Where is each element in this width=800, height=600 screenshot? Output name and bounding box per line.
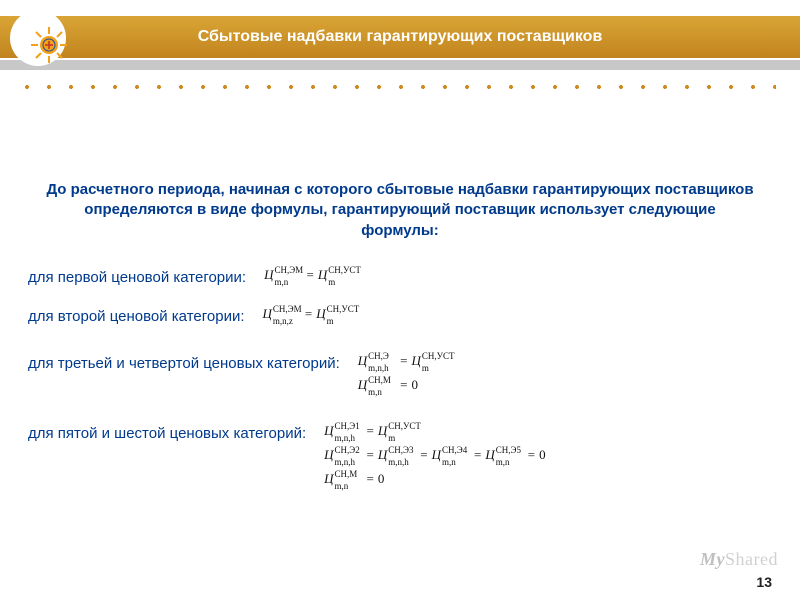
slide-content: До расчетного периода, начиная с которог… [0, 68, 800, 489]
category-label: для второй ценовой категории: [28, 306, 245, 325]
header-gray-bar [0, 60, 800, 70]
category-label: для пятой и шестой ценовых категорий: [28, 423, 306, 442]
category-label: для первой ценовой категории: [28, 267, 246, 286]
company-logo-icon [28, 24, 70, 66]
watermark: MyShared [700, 549, 778, 570]
formula: ЦСН,ЭМm,n,z=ЦСН,УСТm [263, 306, 358, 324]
header-gold-bar: Сбытовые надбавки гарантирующих поставщи… [0, 16, 800, 58]
formula: ЦСН,Эm,n,h=ЦСН,УСТm [358, 353, 453, 371]
header-dots-row [24, 84, 776, 90]
watermark-prefix: My [700, 549, 725, 569]
formula: ЦСН,Э2m,n,h=ЦСН,Э3m,n,h=ЦСН,Э4m,n=ЦСН,Э5… [324, 447, 545, 465]
formula: ЦСН,Э1m,n,h=ЦСН,УСТm [324, 423, 545, 441]
category-label: для третьей и четвертой ценовых категори… [28, 353, 340, 372]
formula-rows: для первой ценовой категории: ЦСН,ЭМm,n=… [28, 267, 772, 489]
formula-stack: ЦСН,Эm,n,h=ЦСН,УСТm ЦСН,Мm,n=0 [358, 353, 453, 395]
slide-header: Сбытовые надбавки гарантирующих поставщи… [0, 0, 800, 68]
logo-badge [10, 10, 66, 66]
formula-stack: ЦСН,ЭМm,n=ЦСН,УСТm [264, 267, 359, 285]
formula-stack: ЦСН,Э1m,n,h=ЦСН,УСТm ЦСН,Э2m,n,h=ЦСН,Э3m,… [324, 423, 545, 489]
page-number: 13 [756, 574, 772, 590]
intro-text: До расчетного периода, начиная с которог… [44, 180, 756, 241]
slide-title: Сбытовые надбавки гарантирующих поставщи… [198, 28, 603, 46]
formula: ЦСН,ЭМm,n=ЦСН,УСТm [264, 267, 359, 285]
category-row: для третьей и четвертой ценовых категори… [28, 353, 772, 395]
watermark-suffix: Shared [725, 549, 778, 569]
category-row: для первой ценовой категории: ЦСН,ЭМm,n=… [28, 267, 772, 286]
formula-stack: ЦСН,ЭМm,n,z=ЦСН,УСТm [263, 306, 358, 324]
category-row: для второй ценовой категории: ЦСН,ЭМm,n,… [28, 306, 772, 325]
formula: ЦСН,Мm,n=0 [358, 377, 453, 395]
formula: ЦСН,Мm,n=0 [324, 471, 545, 489]
category-row: для пятой и шестой ценовых категорий: ЦС… [28, 423, 772, 489]
